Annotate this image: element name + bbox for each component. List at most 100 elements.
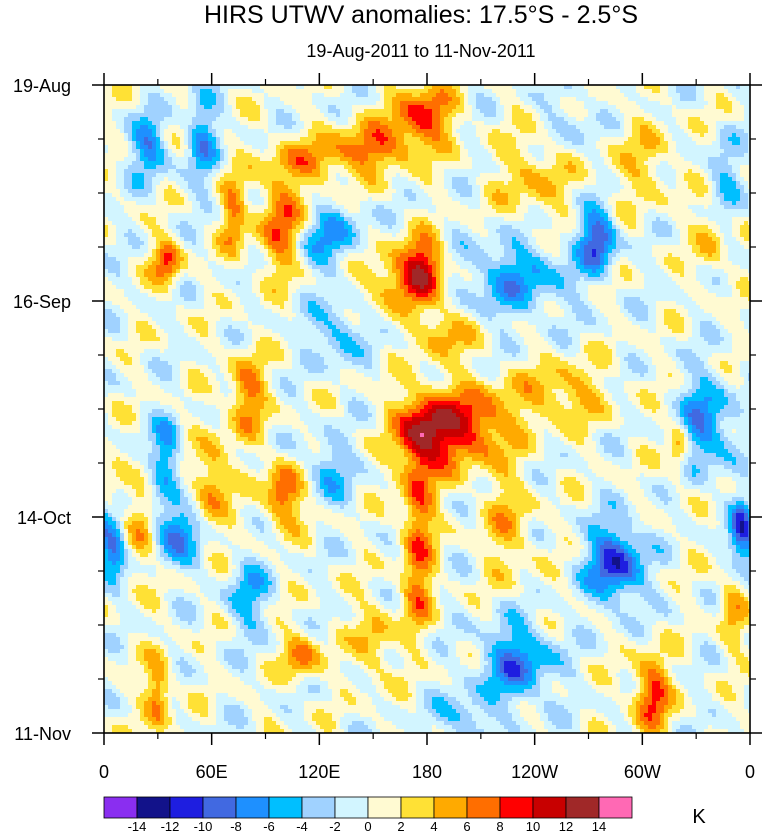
field-cell [176,189,185,194]
field-cell [104,245,133,250]
field-cell [472,261,517,266]
field-cell [592,381,605,386]
field-cell [344,205,361,210]
field-cell [384,413,389,418]
field-cell [128,153,137,158]
field-cell [220,381,229,386]
field-cell [656,145,669,150]
field-cell [712,185,717,190]
field-cell [288,341,329,346]
field-cell [148,157,157,162]
field-cell [680,441,685,446]
field-cell [152,133,157,138]
field-cell [256,237,265,242]
field-cell [424,261,429,266]
field-cell [336,469,369,474]
field-cell [228,97,237,102]
field-cell [224,241,233,246]
field-cell [632,465,649,470]
field-cell [532,469,541,474]
field-cell [428,193,449,198]
field-cell [536,365,577,370]
field-cell [368,153,409,158]
field-cell [444,305,457,310]
field-cell [344,409,349,414]
field-cell [344,321,353,326]
field-cell [140,409,153,414]
field-cell [388,357,405,362]
field-cell [356,493,365,498]
field-cell [408,393,417,398]
field-cell [344,153,369,158]
field-cell [476,381,485,386]
field-cell [252,425,261,430]
field-cell [184,405,217,410]
field-cell [104,293,125,298]
field-cell [568,261,577,266]
field-cell [736,185,745,190]
field-cell [248,117,261,122]
field-cell [560,105,585,110]
field-cell [236,213,245,218]
field-cell [504,489,529,494]
field-cell [184,393,225,398]
field-cell [508,193,521,198]
field-cell [532,289,577,294]
field-cell [524,461,589,466]
field-cell [376,413,385,418]
field-cell [408,461,417,466]
field-cell [436,273,441,278]
field-cell [176,485,181,490]
field-cell [704,417,713,422]
field-cell [264,393,273,398]
field-cell [460,133,477,138]
field-cell [548,477,557,482]
field-cell [724,197,741,202]
field-cell [492,317,577,322]
field-cell [292,293,301,298]
field-cell [132,361,141,366]
field-cell [508,369,557,374]
field-cell [240,249,249,254]
field-cell [724,417,751,422]
field-cell [660,465,681,470]
field-cell [668,213,697,218]
field-cell [212,141,217,146]
field-cell [348,277,357,282]
field-cell [104,389,137,394]
field-cell [656,209,693,214]
field-cell [228,393,237,398]
field-cell [512,121,537,126]
field-cell [368,181,377,186]
field-cell [220,233,241,238]
field-cell [360,173,377,178]
field-cell [152,421,161,426]
field-cell [704,481,717,486]
field-cell [732,261,751,266]
field-cell [412,417,433,422]
field-cell [104,113,113,118]
field-cell [284,145,337,150]
field-cell [284,349,293,354]
field-cell [640,373,645,378]
field-cell [484,221,553,226]
field-cell [404,141,425,146]
field-cell [188,333,201,338]
field-cell [264,257,273,262]
field-cell [536,481,549,486]
field-cell [592,497,601,502]
field-cell [376,85,385,90]
field-cell [388,413,397,418]
field-cell [228,361,237,366]
field-cell [356,429,385,434]
field-cell [404,133,413,138]
field-cell [136,285,145,290]
field-cell [104,85,113,90]
field-cell [588,241,605,246]
field-cell [604,377,657,382]
field-cell [236,449,245,454]
field-cell [424,349,433,354]
field-cell [232,165,249,170]
field-cell [112,425,141,430]
field-cell [712,141,721,146]
